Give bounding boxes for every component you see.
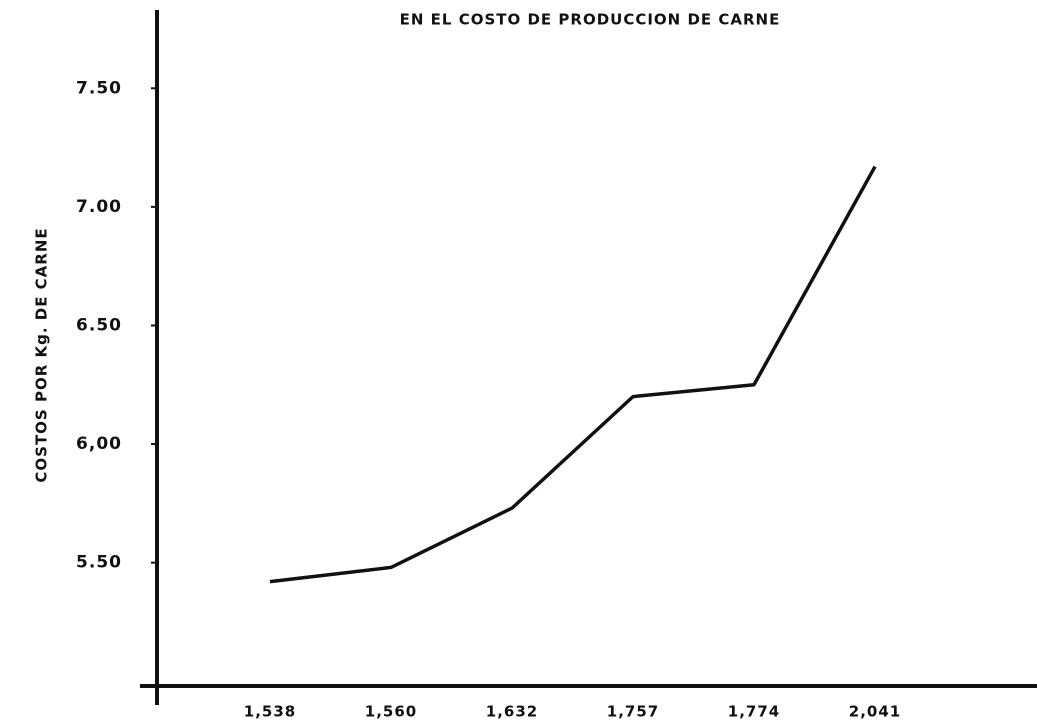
x-tick-label: 1,632 [486,703,538,721]
y-tick-label: 7.50 [76,78,122,98]
y-tick-label: 6.50 [76,315,122,335]
x-tick-label: 1,538 [244,703,296,721]
y-tick-label: 6,00 [76,434,122,454]
x-tick-label: 1,757 [607,703,659,721]
x-tick-label: 1,560 [365,703,417,721]
y-tick-label: 7.00 [76,197,122,217]
x-tick-label: 2,041 [849,703,901,721]
y-tick-label: 5.50 [76,553,122,573]
y-axis-label: COSTOS POR Kg. DE CARNE [33,227,51,482]
x-tick-label: 1,774 [728,703,780,721]
data-line [269,165,877,584]
chart-title: EN EL COSTO DE PRODUCCION DE CARNE [400,11,781,29]
